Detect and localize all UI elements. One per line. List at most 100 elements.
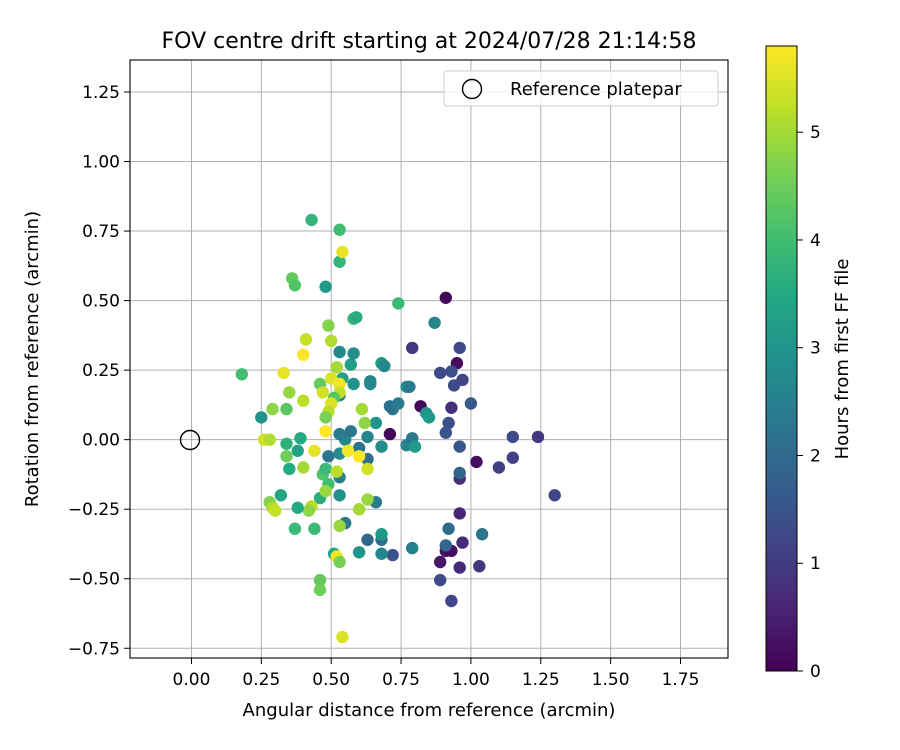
plot-area <box>130 60 728 658</box>
data-point <box>442 416 455 430</box>
data-point <box>322 319 335 332</box>
data-point <box>336 245 349 259</box>
data-point <box>280 450 293 463</box>
data-point <box>288 522 302 535</box>
data-point <box>341 444 355 457</box>
data-point <box>378 359 391 373</box>
data-point <box>347 377 360 391</box>
data-point <box>319 484 332 498</box>
data-point <box>313 583 327 597</box>
data-point <box>291 444 304 457</box>
data-point <box>319 280 332 293</box>
data-point <box>297 461 310 474</box>
data-point <box>369 416 383 430</box>
data-point <box>294 432 307 445</box>
data-point <box>322 450 335 463</box>
data-point <box>355 402 369 416</box>
data-point <box>375 547 388 560</box>
data-point <box>280 437 293 450</box>
chart-title: FOV centre drift starting at 2024/07/28 … <box>162 29 697 54</box>
y-tick-label: −0.75 <box>68 639 120 659</box>
data-point <box>330 465 343 478</box>
colorbar-label: Hours from first FF file <box>832 259 853 460</box>
y-tick-label: −0.25 <box>68 500 120 520</box>
data-point <box>266 402 279 416</box>
data-point <box>422 411 436 424</box>
data-point <box>255 411 268 424</box>
x-tick-label: 0.25 <box>242 670 280 690</box>
x-tick-label: 0.75 <box>382 670 420 690</box>
data-point <box>308 444 321 457</box>
data-point <box>235 368 248 381</box>
data-point <box>302 504 315 517</box>
data-point <box>347 347 360 360</box>
data-point <box>305 213 318 227</box>
data-point <box>330 361 343 374</box>
data-point <box>361 493 374 506</box>
data-point <box>352 503 366 516</box>
x-tick-label: 1.50 <box>592 670 630 690</box>
data-point <box>313 573 327 587</box>
colorbar-ticks: 0 1 2 3 4 5 <box>797 123 821 682</box>
data-point <box>548 489 561 502</box>
y-tick-label: 0.00 <box>82 431 120 451</box>
data-point <box>333 223 346 236</box>
data-point <box>333 519 346 533</box>
data-point <box>439 426 452 439</box>
data-point <box>445 365 458 378</box>
legend-marker <box>461 78 483 100</box>
legend-label: Reference platepar <box>510 79 682 100</box>
data-point <box>274 489 288 502</box>
data-point <box>361 533 374 546</box>
data-point <box>406 341 419 355</box>
data-point <box>299 333 313 346</box>
data-point <box>453 507 466 520</box>
y-tick-label: 1.00 <box>82 153 120 173</box>
data-point <box>319 411 332 424</box>
data-point <box>280 402 293 416</box>
data-point <box>344 425 357 438</box>
scatter-points <box>235 213 561 644</box>
data-point <box>453 341 466 355</box>
y-tick-label: 0.50 <box>82 292 120 312</box>
x-tick-label: 1.25 <box>522 670 560 690</box>
data-point <box>297 348 310 361</box>
data-point <box>439 291 452 304</box>
data-point <box>283 386 296 399</box>
data-point <box>263 433 276 446</box>
grid <box>130 60 728 658</box>
data-point <box>434 555 447 569</box>
data-point <box>445 594 458 608</box>
data-point <box>316 386 329 399</box>
data-point <box>442 522 455 535</box>
x-axis-ticks: 0.00 0.25 0.50 0.75 1.00 1.25 1.50 1.75 <box>173 658 699 690</box>
colorbar-tick-label: 2 <box>810 446 821 466</box>
data-point <box>375 528 388 541</box>
data-point <box>352 450 366 463</box>
data-point <box>291 501 304 514</box>
data-point <box>470 455 483 469</box>
data-point <box>352 546 366 559</box>
plot-frame <box>129 59 729 659</box>
data-point <box>350 311 363 324</box>
colorbar-tick-label: 5 <box>810 123 821 143</box>
data-point <box>319 462 332 476</box>
data-point <box>336 630 349 644</box>
data-point <box>283 462 296 476</box>
data-point <box>475 528 489 541</box>
colorbar-tick-label: 3 <box>810 339 821 359</box>
colorbar-tick-label: 4 <box>810 231 821 251</box>
data-point <box>406 541 419 555</box>
legend: Reference platepar <box>443 70 719 107</box>
colorbar-tick-label: 1 <box>810 554 821 574</box>
data-point <box>375 440 388 453</box>
data-point <box>453 561 466 574</box>
y-tick-label: −0.50 <box>68 570 120 590</box>
data-point <box>319 425 332 438</box>
x-tick-label: 0.50 <box>312 670 350 690</box>
legend-box <box>443 70 719 107</box>
x-tick-label: 1.00 <box>452 670 490 690</box>
data-point <box>473 560 486 573</box>
y-tick-label: 1.25 <box>82 83 120 103</box>
